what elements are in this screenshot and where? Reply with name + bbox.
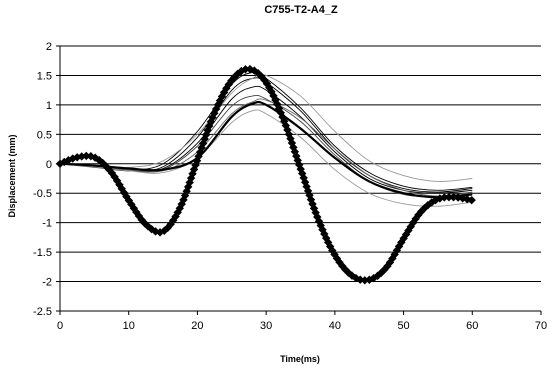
diamond-marker <box>82 151 91 161</box>
x-tick-label: 30 <box>260 320 272 332</box>
diamond-marker <box>394 242 404 251</box>
diamond-marker <box>233 69 242 79</box>
x-axis-label: Time(ms) <box>280 354 320 364</box>
diamond-marker <box>286 134 295 143</box>
axes <box>56 45 542 315</box>
y-tick-label: 2 <box>46 41 52 53</box>
diamond-marker <box>241 65 250 74</box>
chart-title: C755-T2-A4_Z <box>264 4 338 16</box>
y-tick-label: -1 <box>42 218 52 230</box>
x-tick-label: 0 <box>57 320 63 332</box>
y-tick-label: -1.5 <box>33 247 52 259</box>
diamond-marker <box>72 153 82 162</box>
diamond-marker <box>281 121 291 130</box>
diamond-marker <box>122 192 131 201</box>
y-tick-label: -2 <box>42 277 52 289</box>
series-line <box>59 98 473 197</box>
y-tick-label: -2.5 <box>33 306 52 318</box>
diamond-marker <box>117 184 126 193</box>
diamond-marker <box>414 210 423 220</box>
x-tick-label: 60 <box>466 320 478 332</box>
series-line <box>59 77 473 193</box>
y-tick-label: -0.5 <box>33 188 52 200</box>
diamond-marker <box>316 221 325 230</box>
x-tick-label: 40 <box>329 320 341 332</box>
x-tick-label: 20 <box>191 320 203 332</box>
diamond-marker <box>423 200 433 210</box>
diamond-marker <box>305 191 314 200</box>
diamond-marker <box>397 238 406 247</box>
diamond-marker <box>417 207 426 216</box>
diamond-marker <box>462 195 472 204</box>
diamond-marker <box>245 64 255 74</box>
series-markers <box>55 64 476 285</box>
diamond-marker <box>175 204 185 213</box>
diamond-marker <box>308 199 317 209</box>
series-line <box>59 94 473 197</box>
y-axis-label: Displacement (mm) <box>7 134 17 217</box>
diamond-marker <box>320 229 329 239</box>
diamond-marker <box>195 147 205 157</box>
diamond-marker <box>189 165 199 174</box>
diamond-marker <box>299 173 308 183</box>
x-tick-label: 50 <box>397 320 409 332</box>
diamond-marker <box>431 195 440 205</box>
diamond-marker <box>420 203 429 213</box>
y-tick-label: 1.5 <box>37 70 52 82</box>
diamond-marker <box>401 230 411 239</box>
diamond-marker <box>55 159 65 168</box>
diamond-marker <box>449 193 458 202</box>
diamond-marker <box>224 80 233 89</box>
diamond-marker <box>217 92 227 101</box>
y-tick-label: 1 <box>46 100 52 112</box>
y-tick-label: 0.5 <box>37 129 52 141</box>
diamond-marker <box>230 72 239 82</box>
diamond-marker <box>427 198 436 207</box>
diamond-marker <box>127 200 136 209</box>
diamond-marker <box>290 147 300 156</box>
series-layer <box>55 64 476 285</box>
diamond-marker <box>289 143 298 152</box>
diamond-marker <box>328 246 337 255</box>
diamond-marker <box>186 173 196 183</box>
diamond-marker <box>388 254 397 263</box>
series-line <box>59 109 473 207</box>
series-line <box>59 100 473 199</box>
diamond-marker <box>467 195 476 205</box>
diamond-marker <box>404 226 413 235</box>
diamond-marker <box>440 193 449 202</box>
diamond-marker <box>68 154 77 163</box>
diamond-marker <box>311 208 320 217</box>
diamond-marker <box>134 211 144 221</box>
diamond-marker <box>295 160 304 169</box>
diamond-marker <box>119 188 129 197</box>
diamond-marker <box>306 195 316 204</box>
diamond-marker <box>444 192 454 202</box>
diamond-marker <box>406 222 415 231</box>
x-tick-label: 70 <box>535 320 547 332</box>
diamond-marker <box>309 204 319 213</box>
tick-labels: -2.5-2-1.5-1-0.500.511.520 10 20 30 40 50 60 70 <box>33 41 547 332</box>
y-tick-label: 0 <box>46 159 52 171</box>
diamond-marker <box>318 225 327 234</box>
diamond-marker <box>313 212 322 222</box>
diamond-marker <box>86 152 96 161</box>
diamond-marker <box>132 207 141 217</box>
x-tick-label: 10 <box>123 320 135 332</box>
